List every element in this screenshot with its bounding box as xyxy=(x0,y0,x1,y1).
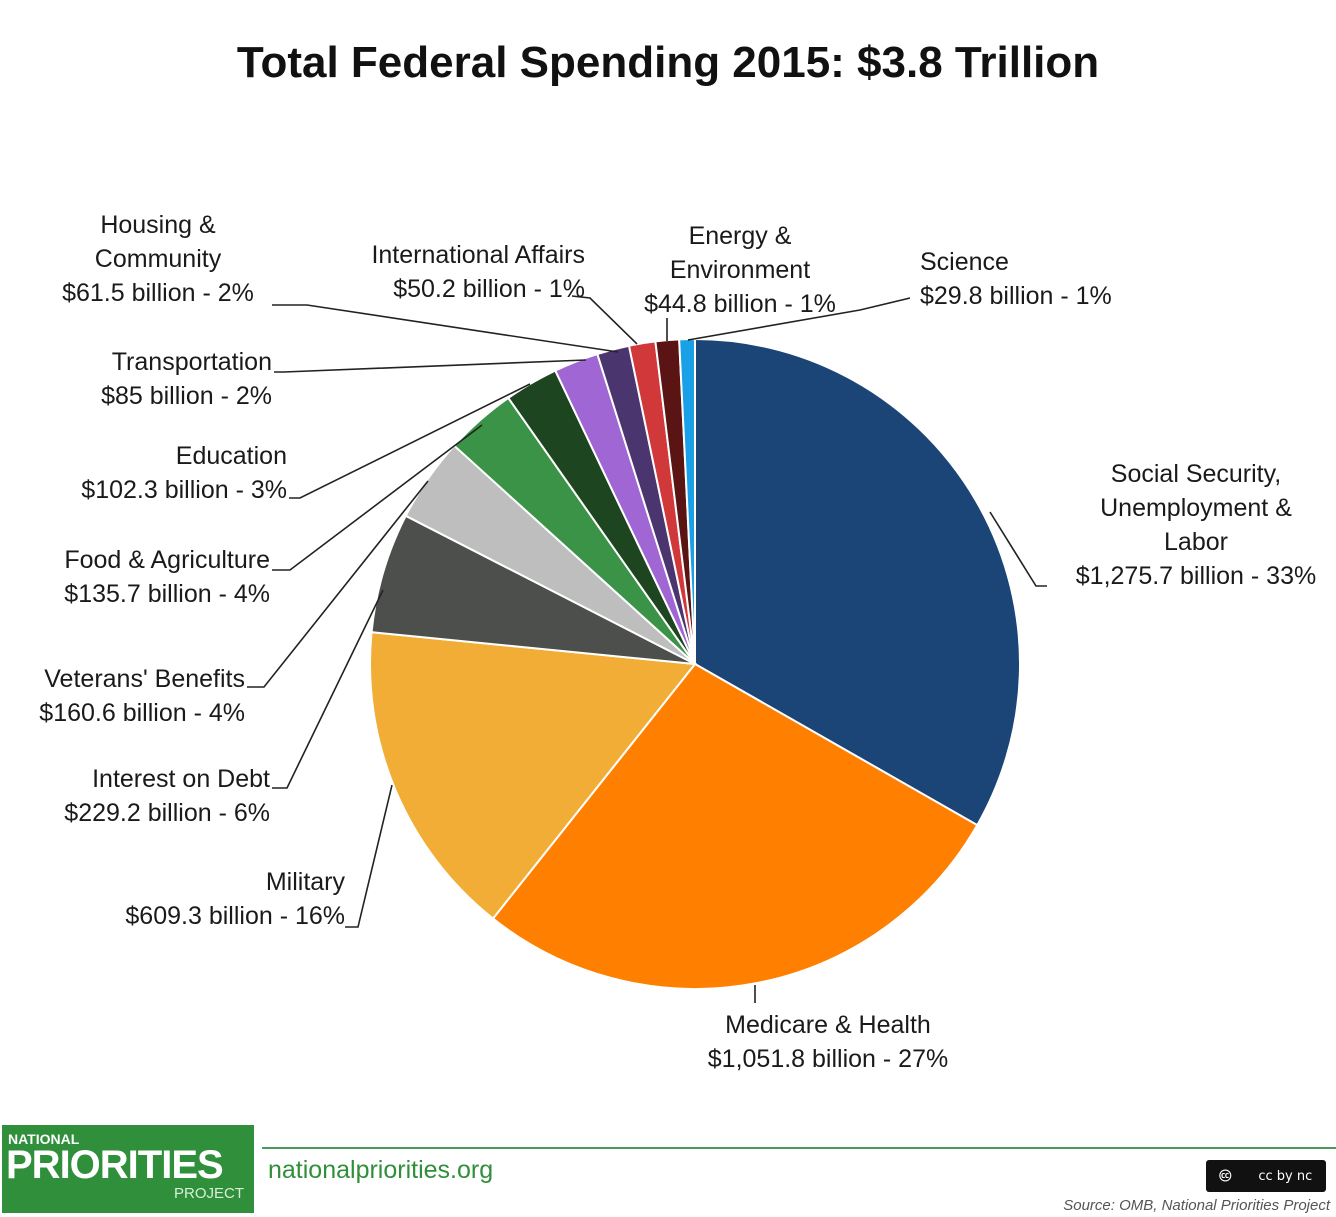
slice-label-energy-environment: Energy & Environment $44.8 billion - 1% xyxy=(644,222,836,318)
pie-slice-military xyxy=(369,631,697,920)
chart-title: Total Federal Spending 2015: $3.8 Trilli… xyxy=(236,38,1100,87)
slice-label-line: Transportation xyxy=(112,348,272,376)
slice-label-line: Interest on Debt xyxy=(92,765,270,793)
slice-label-social-security-unemployment-labor: Social Security, Unemployment & Labor $1,27… xyxy=(1076,460,1316,590)
national-priorities-logo: NATIONAL PRIORITIES PROJECT xyxy=(2,1125,254,1213)
slice-label-line: $85 billion - 2% xyxy=(101,382,272,410)
slice-label-line: Science xyxy=(920,248,1009,276)
leader-line-interest-on-debt xyxy=(272,589,384,789)
leader-line-transportation xyxy=(274,359,587,373)
logo-word-priorities: PRIORITIES xyxy=(6,1143,224,1187)
leader-line-international-affairs xyxy=(571,295,638,345)
slice-label-international-affairs: International Affairs $50.2 billion - 1% xyxy=(371,241,585,303)
slice-label-line: $1,051.8 billion - 27% xyxy=(708,1045,948,1073)
pie-slice-interest-on-debt xyxy=(370,514,696,665)
slice-label-line: $61.5 billion - 2% xyxy=(62,279,254,307)
cc-icon: 🅭 xyxy=(1219,1165,1231,1187)
slice-label-line: Energy & xyxy=(689,222,792,250)
logo-word-project: PROJECT xyxy=(173,1185,244,1202)
slice-label-line: International Affairs xyxy=(371,241,585,269)
source-note: Source: OMB, National Priorities Project xyxy=(1063,1197,1330,1214)
leader-line-veterans-benefits xyxy=(247,480,429,688)
footer-divider xyxy=(262,1147,1336,1149)
license-text: cc by nc xyxy=(1258,1168,1313,1184)
slice-label-line: Medicare & Health xyxy=(725,1011,931,1039)
leader-line-science xyxy=(687,297,911,341)
slice-label-line: Food & Agriculture xyxy=(64,546,270,574)
leader-line-military xyxy=(345,784,393,928)
slice-label-line: $1,275.7 billion - 33% xyxy=(1076,562,1316,590)
slice-label-line: Education xyxy=(176,442,287,470)
slice-label-line: $229.2 billion - 6% xyxy=(64,799,270,827)
leader-line-education xyxy=(289,383,531,499)
slice-label-line: $160.6 billion - 4% xyxy=(39,699,245,727)
leader-line-social-security-unemployment-labor xyxy=(989,511,1047,587)
slice-label-line: $102.3 billion - 3% xyxy=(81,476,287,504)
slice-label-line: Labor xyxy=(1164,528,1228,556)
slice-label-line: Community xyxy=(95,245,222,273)
creative-commons-license-icon: 🅭 cc by nc xyxy=(1206,1160,1326,1192)
slice-label-line: Military xyxy=(266,868,346,896)
slice-label-line: Veterans' Benefits xyxy=(44,665,245,693)
leader-line-housing-community xyxy=(272,304,619,353)
slice-label-interest-on-debt: Interest on Debt $229.2 billion - 6% xyxy=(64,765,270,827)
slice-label-line: Environment xyxy=(670,256,810,284)
site-url[interactable]: nationalpriorities.org xyxy=(268,1156,494,1184)
slice-label-veterans-benefits: Veterans' Benefits $160.6 billion - 4% xyxy=(39,665,245,727)
slice-label-line: Social Security, xyxy=(1111,460,1281,488)
slice-label-line: Housing & xyxy=(100,211,216,239)
slice-label-food-agriculture: Food & Agriculture $135.7 billion - 4% xyxy=(64,546,270,608)
slice-label-housing-community: Housing & Community $61.5 billion - 2% xyxy=(62,211,254,307)
slice-label-line: $29.8 billion - 1% xyxy=(920,282,1112,310)
slice-label-line: $50.2 billion - 1% xyxy=(393,275,585,303)
slice-label-transportation: Transportation $85 billion - 2% xyxy=(101,348,272,410)
logo-word-national: NATIONAL xyxy=(8,1131,80,1147)
slice-label-line: $44.8 billion - 1% xyxy=(644,290,836,318)
pie-slice-social-security-unemployment-labor xyxy=(694,337,1021,827)
slice-label-line: $609.3 billion - 16% xyxy=(125,902,345,930)
slice-label-military: Military $609.3 billion - 16% xyxy=(125,868,345,930)
slice-label-line: Unemployment & xyxy=(1100,494,1292,522)
slice-label-science: Science $29.8 billion - 1% xyxy=(920,248,1112,310)
pie-slice-medicare-health xyxy=(491,662,979,990)
slice-label-education: Education $102.3 billion - 3% xyxy=(81,442,287,504)
slice-label-line: $135.7 billion - 4% xyxy=(64,580,270,608)
slice-label-medicare-health: Medicare & Health $1,051.8 billion - 27% xyxy=(708,1011,948,1073)
leader-line-food-agriculture xyxy=(272,424,483,571)
